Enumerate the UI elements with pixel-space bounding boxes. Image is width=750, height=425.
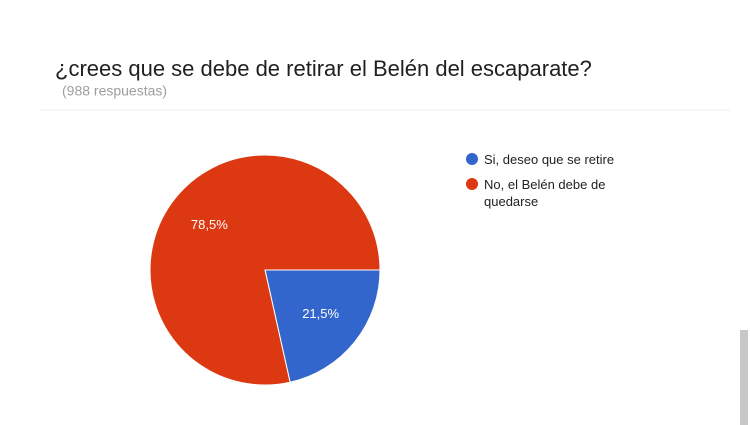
legend-label: Si, deseo que se retire [484,152,615,167]
chart-title: ¿crees que se debe de retirar el Belén d… [55,56,592,81]
legend-item: No, el Belén debe de quedarse [466,176,641,210]
legend-label: No, el Belén debe de quedarse [484,177,606,209]
pie-slice [264,269,381,383]
legend-swatch [466,153,478,165]
chart-subtitle: (988 respuestas) [62,83,167,99]
scrollbar [740,330,748,425]
slice-label: 78,5% [191,217,228,232]
legend-swatch [466,178,478,190]
slice-label: 21,5% [302,306,339,321]
legend-item: Si, deseo que se retire [466,151,641,168]
pie-slice [149,154,381,386]
